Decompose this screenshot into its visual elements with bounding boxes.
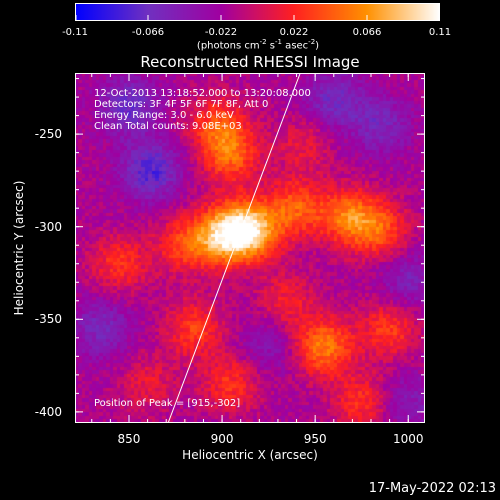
colorbar-gradient (75, 3, 440, 21)
colorbar-unit: (photons cm-2 s-1 asec-2) (196, 38, 320, 52)
chart-title: Reconstructed RHESSI Image (140, 53, 360, 71)
datestamp: 17-May-2022 02:13 (368, 481, 496, 496)
solar-limb-line (167, 73, 301, 423)
annotation-time-range: 12-Oct-2013 13:18:52.000 to 13:20:08.000 (94, 88, 311, 99)
annotation-energy: Energy Range: 3.0 - 6.0 keV (94, 110, 234, 121)
x-axis-label: Heliocentric X (arcsec) (182, 448, 318, 462)
colorbar-tick-label: 0.022 (279, 27, 309, 38)
annotation-counts: Clean Total counts: 9.08E+03 (94, 121, 242, 132)
heatmap-image (75, 73, 425, 423)
plot-frame (75, 73, 425, 423)
colorbar-tick-label: -0.066 (131, 27, 165, 38)
plot-overlay (75, 73, 425, 423)
colorbar-tick-label: -0.11 (62, 27, 88, 38)
colorbar-bar (75, 3, 440, 21)
x-tick-label: 950 (303, 432, 327, 446)
y-tick-label: -250 (34, 127, 62, 142)
annotation-detectors: Detectors: 3F 4F 5F 6F 7F 8F, Att 0 (94, 99, 269, 110)
colorbar-tick-label: 0.11 (428, 27, 452, 38)
y-tick-label: -350 (34, 312, 62, 327)
y-axis-label: Heliocentric Y (arcsec) (12, 180, 26, 316)
colorbar-tick-label: 0.066 (352, 27, 382, 38)
x-tick-label: 850 (117, 432, 141, 446)
x-tick-label: 900 (210, 432, 234, 446)
colorbar (75, 3, 440, 21)
peak-position-label: Position of Peak = [915,-302] (94, 398, 241, 409)
y-tick-label: -300 (34, 219, 62, 234)
x-tick-label: 1000 (392, 432, 424, 446)
colorbar-tick-label: -0.022 (204, 27, 238, 38)
y-tick-label: -400 (34, 404, 62, 419)
